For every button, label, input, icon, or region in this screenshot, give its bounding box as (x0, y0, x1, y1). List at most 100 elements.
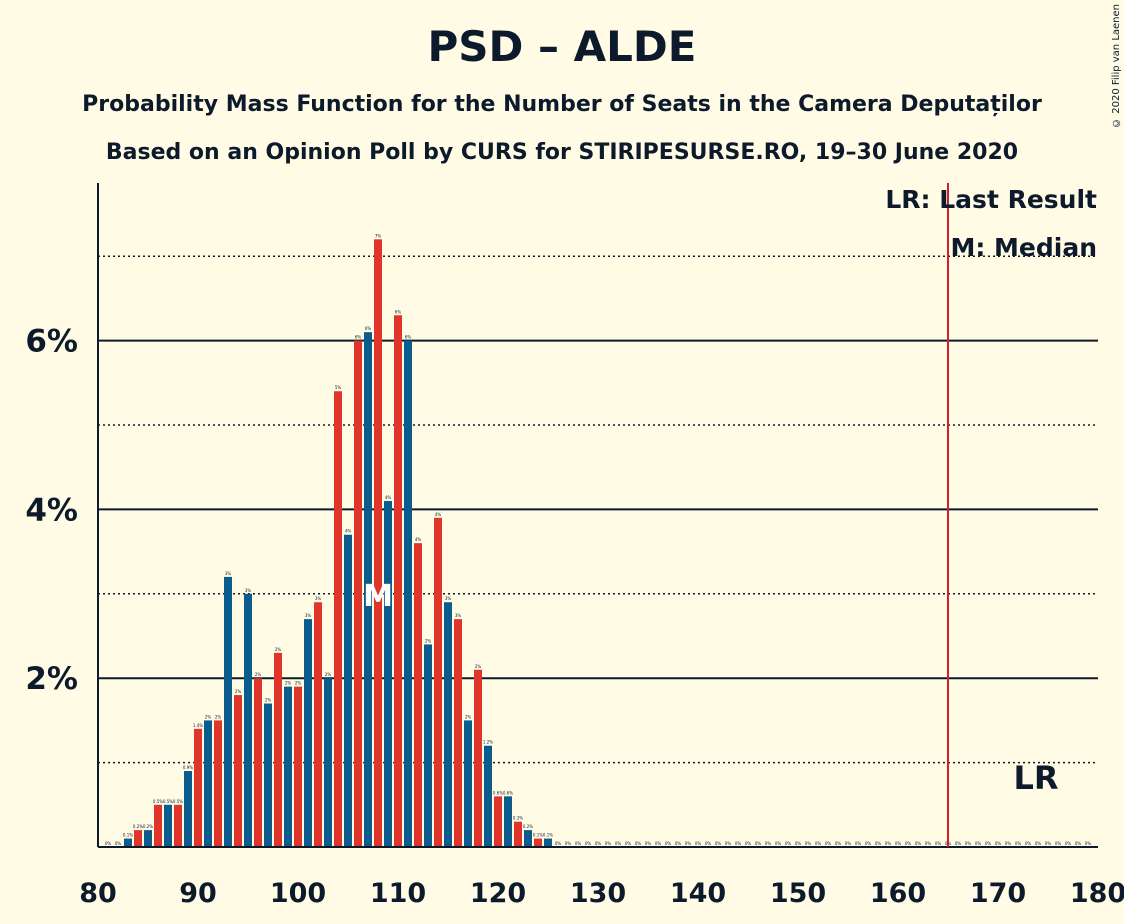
bar-label-seat-155: 0% (845, 841, 852, 846)
bar-label-seat-89: 0.9% (183, 765, 193, 770)
bar-label-seat-174: 0% (1035, 841, 1042, 846)
bar-label-seat-172: 0% (1015, 841, 1022, 846)
bar-label-seat-114: 4% (435, 512, 442, 517)
bar-seat-122 (514, 821, 522, 847)
bar-label-seat-118: 2% (475, 664, 482, 669)
bar-label-seat-177: 0% (1065, 841, 1072, 846)
bar-seat-118 (474, 669, 482, 847)
bar-seat-101 (304, 619, 312, 847)
bar-label-seat-149: 0% (785, 841, 792, 846)
bar-label-seat-178: 0% (1075, 841, 1082, 846)
bar-label-seat-176: 0% (1055, 841, 1062, 846)
bar-label-seat-96: 2% (255, 672, 262, 677)
bar-seat-116 (454, 619, 462, 847)
chart-overlay: LR M LR: Last Result M: Median (363, 183, 1097, 847)
bar-label-seat-131: 0% (605, 841, 612, 846)
bar-label-seat-164: 0% (935, 841, 942, 846)
x-tick-label: 170 (970, 878, 1026, 909)
x-tick-label: 80 (79, 878, 117, 909)
bar-seat-98 (274, 652, 282, 847)
bar-seat-95 (244, 593, 252, 847)
bar-label-seat-111: 6% (405, 335, 412, 340)
bar-label-seat-109: 4% (385, 495, 392, 500)
bar-seat-83 (124, 838, 132, 847)
bar-seat-117 (464, 720, 472, 847)
bar-label-seat-168: 0% (975, 841, 982, 846)
bar-seat-121 (504, 796, 512, 847)
bar-label-seat-107: 6% (365, 326, 372, 331)
bar-label-seat-169: 0% (985, 841, 992, 846)
x-axis-ticks: 80 90 100 110 120 130 140 150 160 170 180 (79, 878, 1124, 909)
bar-seat-85 (144, 830, 152, 847)
bar-seat-110 (394, 315, 402, 847)
bar-label-seat-137: 0% (665, 841, 672, 846)
bar-seat-115 (444, 602, 452, 847)
bar-seat-111 (404, 340, 412, 847)
bar-label-seat-134: 0% (635, 841, 642, 846)
bar-seat-89 (184, 771, 192, 847)
bar-label-seat-102: 3% (315, 596, 322, 601)
x-tick-label: 150 (770, 878, 826, 909)
last-result-label: LR (1013, 759, 1058, 797)
bar-label-seat-152: 0% (815, 841, 822, 846)
bar-label-seat-122: 0.3% (513, 816, 523, 821)
grid-lines (98, 255, 1098, 764)
bar-label-seat-97: 2% (265, 698, 272, 703)
bar-label-seat-146: 0% (755, 841, 762, 846)
bar-label-seat-153: 0% (825, 841, 832, 846)
bar-label-seat-126: 0% (555, 841, 562, 846)
bar-label-seat-85: 0.2% (143, 824, 153, 829)
bar-label-seat-138: 0% (675, 841, 682, 846)
bar-label-seat-91: 2% (205, 714, 212, 719)
bar-label-seat-160: 0% (895, 841, 902, 846)
y-axis-ticks: 2% 4% 6% (25, 324, 78, 698)
bar-seat-124 (534, 838, 542, 847)
bar-label-seat-84: 0.2% (133, 824, 143, 829)
bar-label-seat-179: 0% (1085, 841, 1092, 846)
bar-label-seat-104: 5% (335, 385, 342, 390)
bar-seat-109 (384, 500, 392, 847)
bar-label-seat-128: 0% (575, 841, 582, 846)
bar-seat-97 (264, 703, 272, 847)
bar-label-seat-133: 0% (625, 841, 632, 846)
bar-label-seat-83: 0.1% (123, 833, 133, 838)
bar-label-seat-87: 0.5% (163, 799, 173, 804)
bar-label-seat-95: 3% (245, 588, 252, 593)
bar-seat-120 (494, 796, 502, 847)
chart-title: PSD – ALDE (427, 22, 697, 71)
bar-label-seat-86: 0.5% (153, 799, 163, 804)
bar-label-seat-159: 0% (885, 841, 892, 846)
bar-seat-91 (204, 720, 212, 847)
bar-seat-94 (234, 695, 242, 847)
bars: 0% 0%0.1%0.2% 0.2%0.5% 0.5% 0.5%0.9%1.4%2% 2%… (105, 233, 1092, 847)
bar-seat-113 (424, 644, 432, 847)
bar-label-seat-162: 0% (915, 841, 922, 846)
bar-label-seat-158: 0% (875, 841, 882, 846)
bar-label-seat-157: 0% (865, 841, 872, 846)
chart-subtitle-1: Probability Mass Function for the Number… (82, 92, 1042, 117)
bar-label-seat-101: 3% (305, 613, 312, 618)
bar-seat-87 (164, 804, 172, 847)
bar-label-seat-156: 0% (855, 841, 862, 846)
bar-label-seat-120: 0.6% (493, 790, 503, 795)
bar-label-seat-82: 0% (115, 841, 122, 846)
bar-seat-104 (334, 391, 342, 847)
bar-label-seat-103: 2% (325, 672, 332, 677)
bar-label-seat-166: 0% (955, 841, 962, 846)
bar-label-seat-119: 1.2% (483, 740, 493, 745)
x-tick-label: 100 (270, 878, 326, 909)
bar-label-seat-106: 6% (355, 335, 362, 340)
bar-label-seat-142: 0% (715, 841, 722, 846)
bar-label-seat-123: 0.2% (523, 824, 533, 829)
bar-seat-86 (154, 804, 162, 847)
bar-label-seat-100: 2% (295, 681, 302, 686)
bar-seat-125 (544, 838, 552, 847)
bar-label-seat-144: 0% (735, 841, 742, 846)
bar-label-seat-140: 0% (695, 841, 702, 846)
bar-seat-100 (294, 686, 302, 847)
x-tick-label: 110 (370, 878, 426, 909)
bar-label-seat-121: 0.6% (503, 790, 513, 795)
bar-seat-99 (284, 686, 292, 847)
y-tick-label: 4% (25, 492, 78, 528)
